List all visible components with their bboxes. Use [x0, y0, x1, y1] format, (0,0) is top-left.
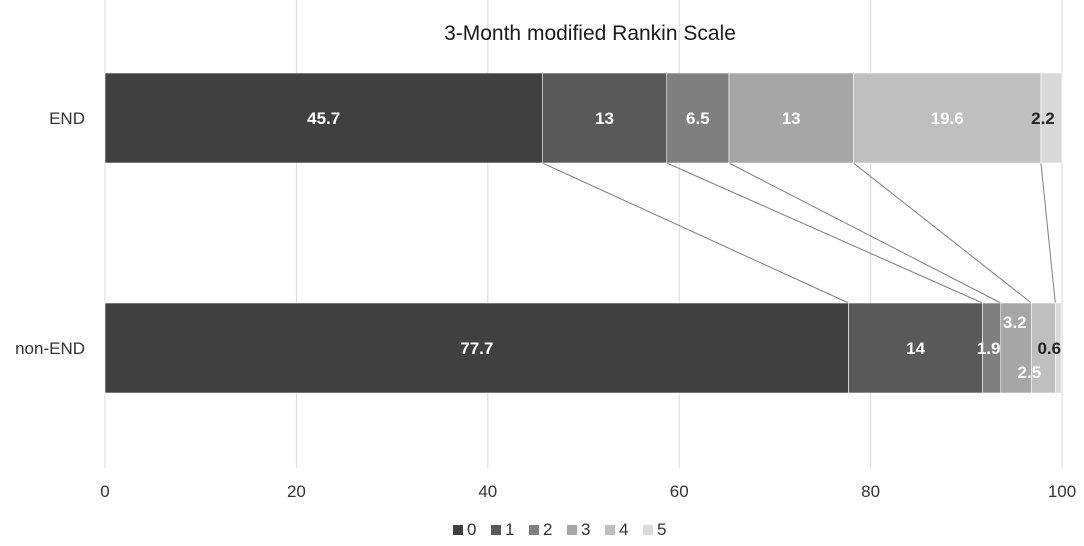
data-label: 13: [782, 109, 801, 128]
legend-swatch: [567, 525, 577, 535]
series-connector-line: [1040, 162, 1056, 304]
legend-label: 1: [505, 520, 514, 539]
data-labels: 45.7 13 6.5 13 19.6 2.2 77.7 14 1.93.2 2.5 0.6: [307, 109, 1061, 382]
legend-label: 0: [467, 520, 476, 539]
series-connector-line: [666, 162, 983, 304]
legend-swatch: [453, 525, 463, 535]
category-label: non-END: [15, 339, 85, 358]
legend-swatch: [491, 525, 501, 535]
x-tick-label: 100: [1048, 482, 1076, 501]
data-label: 13: [595, 109, 614, 128]
legend-swatch: [643, 525, 653, 535]
legend: 0 1 2 3 4 5: [453, 520, 666, 539]
series-connectors: [542, 162, 1056, 304]
legend-swatch: [605, 525, 615, 535]
bar-segment: [728, 72, 854, 164]
legend-label: 5: [657, 520, 666, 539]
bars: [104, 72, 1063, 394]
data-label: 45.7: [307, 109, 340, 128]
bar-segment: [853, 72, 1042, 164]
axes: 0 20 40 60 80 100 END non-END: [15, 109, 1076, 501]
data-label: 77.7: [460, 339, 493, 358]
data-label: 14: [906, 339, 925, 358]
data-label: 6.5: [686, 109, 710, 128]
data-label: 3.2: [1003, 313, 1027, 332]
series-connector-line: [728, 162, 1001, 304]
data-label: 2.2: [1031, 109, 1055, 128]
x-tick-label: 80: [861, 482, 880, 501]
legend-label: 3: [581, 520, 590, 539]
bar-segment: [104, 72, 543, 164]
bar-segment: [1040, 72, 1063, 164]
data-label: 1.9: [977, 339, 1001, 358]
bar-segment: [104, 302, 849, 394]
x-tick-label: 0: [100, 482, 109, 501]
grid-lines: [104, 0, 1063, 468]
x-tick-label: 60: [670, 482, 689, 501]
data-label: 2.5: [1018, 363, 1042, 382]
bar-segment: [1055, 302, 1062, 394]
category-label: END: [49, 109, 85, 128]
series-connector-line: [542, 162, 849, 304]
x-tick-label: 40: [478, 482, 497, 501]
series-connector-line: [853, 162, 1032, 304]
bar-segment: [848, 302, 983, 394]
data-label: 19.6: [931, 109, 964, 128]
bar-segment: [666, 72, 730, 164]
chart-title: 3-Month modified Rankin Scale: [444, 22, 736, 45]
legend-swatch: [529, 525, 539, 535]
legend-label: 2: [543, 520, 552, 539]
legend-label: 4: [619, 520, 628, 539]
data-label: 0.6: [1037, 339, 1061, 358]
x-tick-label: 20: [287, 482, 306, 501]
